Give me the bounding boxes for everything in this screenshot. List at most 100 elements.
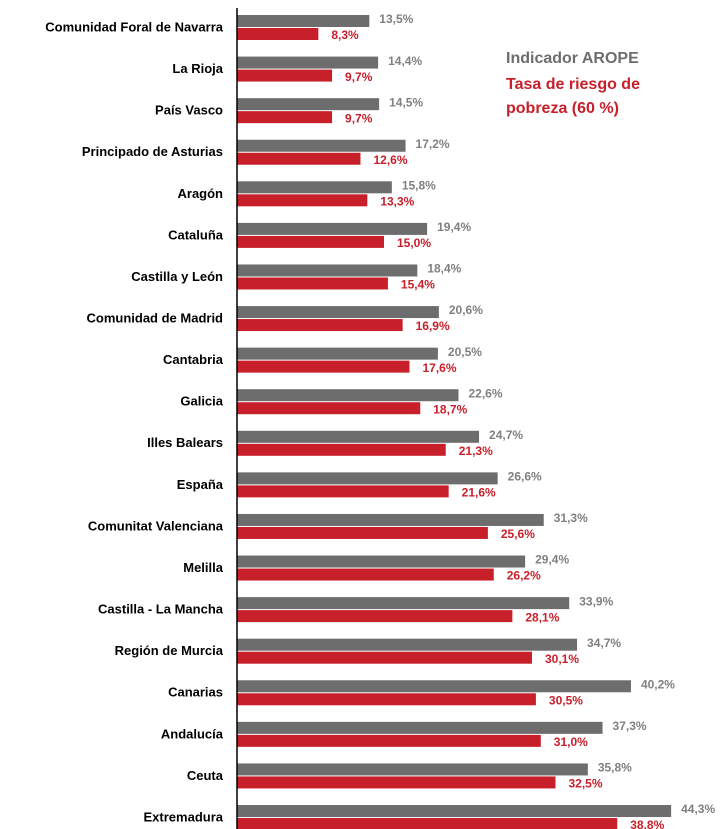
value-label: 34,7% xyxy=(587,636,621,650)
value-label: 29,4% xyxy=(535,553,569,567)
bar xyxy=(237,472,498,485)
category-label: Región de Murcia xyxy=(115,643,224,658)
category-label: Cantabria xyxy=(163,352,224,367)
value-label: 35,8% xyxy=(598,761,632,775)
bar xyxy=(237,98,380,111)
value-label: 31,0% xyxy=(554,735,588,749)
value-label: 19,4% xyxy=(437,220,471,234)
category-label: Castilla y León xyxy=(131,269,223,284)
value-label: 20,5% xyxy=(448,345,482,359)
value-label: 26,6% xyxy=(508,470,542,484)
bar xyxy=(237,680,631,693)
bar xyxy=(237,402,421,415)
bar xyxy=(237,610,513,623)
category-label: Melilla xyxy=(183,560,224,575)
value-label: 18,4% xyxy=(427,262,461,276)
category-label: Canarias xyxy=(168,685,223,700)
bar xyxy=(237,555,526,568)
bar xyxy=(237,721,603,734)
value-label: 28,1% xyxy=(525,610,559,624)
bar xyxy=(237,443,446,456)
value-label: 30,5% xyxy=(549,693,583,707)
value-label: 24,7% xyxy=(489,428,523,442)
bar xyxy=(237,235,384,248)
bar xyxy=(237,430,480,443)
category-label: Aragón xyxy=(178,186,224,201)
value-label: 8,3% xyxy=(331,28,359,42)
value-label: 37,3% xyxy=(613,719,647,733)
bar xyxy=(237,319,403,332)
value-label: 14,5% xyxy=(389,95,423,109)
category-label: Castilla - La Mancha xyxy=(98,602,224,617)
value-label: 30,1% xyxy=(545,652,579,666)
bar xyxy=(237,389,459,402)
value-label: 9,7% xyxy=(345,70,373,84)
bar xyxy=(237,181,392,194)
category-label: Cataluña xyxy=(168,227,224,242)
category-label: Ceuta xyxy=(187,768,224,783)
value-label: 26,2% xyxy=(507,569,541,583)
category-label: País Vasco xyxy=(155,103,223,118)
bar xyxy=(237,139,406,152)
bar xyxy=(237,526,488,539)
bar xyxy=(237,306,439,319)
value-label: 14,4% xyxy=(388,54,422,68)
category-label: Galicia xyxy=(180,394,223,409)
category-label: Comunitat Valenciana xyxy=(88,518,224,533)
bar xyxy=(237,734,541,747)
value-label: 15,8% xyxy=(402,178,436,192)
value-label: 17,2% xyxy=(416,137,450,151)
bar xyxy=(237,818,618,829)
value-label: 21,3% xyxy=(459,444,493,458)
value-label: 15,4% xyxy=(401,278,435,292)
category-label: Extremadura xyxy=(144,809,224,824)
value-label: 21,6% xyxy=(462,486,496,500)
value-label: 44,3% xyxy=(681,802,715,816)
value-label: 20,6% xyxy=(449,303,483,317)
value-label: 15,0% xyxy=(397,236,431,250)
bar xyxy=(237,15,370,27)
bar xyxy=(237,638,578,651)
legend-item: Indicador AROPE xyxy=(506,50,639,67)
value-label: 16,9% xyxy=(416,319,450,333)
bar xyxy=(237,651,532,664)
category-label: España xyxy=(177,477,224,492)
category-label: Comunidad Foral de Navarra xyxy=(45,19,223,34)
value-label: 40,2% xyxy=(641,677,675,691)
value-label: 33,9% xyxy=(579,594,613,608)
category-label: Andalucía xyxy=(161,726,224,741)
category-label: Illes Balears xyxy=(147,435,223,450)
value-label: 12,6% xyxy=(373,153,407,167)
bar xyxy=(237,513,544,526)
bar xyxy=(237,194,368,207)
bar xyxy=(237,763,588,776)
bar xyxy=(237,152,361,165)
bar xyxy=(237,776,556,789)
value-label: 9,7% xyxy=(345,111,373,125)
bar xyxy=(237,347,438,360)
bar xyxy=(237,597,570,610)
bar xyxy=(237,28,319,40)
bar xyxy=(237,264,418,277)
value-label: 22,6% xyxy=(468,386,502,400)
bar xyxy=(237,56,379,69)
value-label: 25,6% xyxy=(501,527,535,541)
category-label: Comunidad de Madrid xyxy=(87,310,224,325)
bar xyxy=(237,568,494,581)
value-label: 18,7% xyxy=(433,402,467,416)
legend-item: Tasa de riesgo de pobreza (60 %) xyxy=(506,76,640,117)
bar xyxy=(237,69,333,82)
category-label: Principado de Asturias xyxy=(82,144,223,159)
value-label: 13,3% xyxy=(380,194,414,208)
bar xyxy=(237,111,333,124)
category-label: La Rioja xyxy=(172,61,223,76)
bar xyxy=(237,693,536,706)
bar xyxy=(237,277,388,290)
bar xyxy=(237,485,449,498)
bar xyxy=(237,805,672,818)
value-label: 17,6% xyxy=(422,361,456,375)
bar xyxy=(237,360,410,373)
value-label: 38,8% xyxy=(630,818,664,829)
value-label: 32,5% xyxy=(569,777,603,791)
